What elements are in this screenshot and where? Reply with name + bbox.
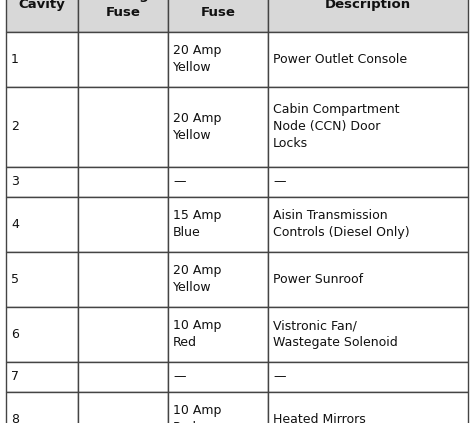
Bar	[268, 252, 468, 307]
Text: Vistronic Fan/
Wastegate Solenoid: Vistronic Fan/ Wastegate Solenoid	[273, 319, 398, 349]
Text: 20 Amp
Yellow: 20 Amp Yellow	[173, 44, 221, 74]
Bar	[168, 197, 268, 252]
Text: —: —	[273, 175, 285, 188]
Bar	[268, 0, 468, 31]
Text: 7: 7	[11, 370, 19, 383]
Bar	[268, 86, 468, 167]
Bar	[78, 167, 168, 197]
Bar	[268, 31, 468, 86]
Text: 20 Amp
Yellow: 20 Amp Yellow	[173, 112, 221, 142]
Bar	[78, 252, 168, 307]
Text: 6: 6	[11, 327, 19, 341]
Text: Description: Description	[325, 0, 411, 11]
Bar	[6, 167, 78, 197]
Bar	[168, 307, 268, 362]
Text: 1: 1	[11, 52, 19, 66]
Bar	[6, 86, 78, 167]
Text: 10 Amp
Red: 10 Amp Red	[173, 404, 221, 423]
Text: Cavity: Cavity	[18, 0, 65, 11]
Text: 4: 4	[11, 217, 19, 231]
Text: 8: 8	[11, 412, 19, 423]
Bar	[168, 0, 268, 31]
Bar	[6, 392, 78, 423]
Bar	[168, 392, 268, 423]
Bar	[6, 0, 78, 31]
Bar	[168, 167, 268, 197]
Bar	[78, 392, 168, 423]
Text: Power Outlet Console: Power Outlet Console	[273, 52, 407, 66]
Text: 2: 2	[11, 120, 19, 133]
Bar	[78, 362, 168, 392]
Bar	[6, 362, 78, 392]
Text: 10 Amp
Red: 10 Amp Red	[173, 319, 221, 349]
Bar	[168, 252, 268, 307]
Text: Cabin Compartment
Node (CCN) Door
Locks: Cabin Compartment Node (CCN) Door Locks	[273, 103, 400, 150]
Bar	[6, 197, 78, 252]
Bar	[268, 197, 468, 252]
Bar	[268, 392, 468, 423]
Bar	[6, 252, 78, 307]
Bar	[78, 0, 168, 31]
Bar	[78, 31, 168, 86]
Bar	[6, 307, 78, 362]
Bar	[168, 362, 268, 392]
Bar	[268, 167, 468, 197]
Text: Mini
Fuse: Mini Fuse	[201, 0, 236, 19]
Text: —: —	[273, 370, 285, 383]
Text: Aisin Transmission
Controls (Diesel Only): Aisin Transmission Controls (Diesel Only…	[273, 209, 410, 239]
Bar	[268, 307, 468, 362]
Text: —: —	[173, 370, 185, 383]
Bar	[168, 31, 268, 86]
Text: Heated Mirrors: Heated Mirrors	[273, 412, 366, 423]
Text: —: —	[173, 175, 185, 188]
Bar	[78, 197, 168, 252]
Text: 5: 5	[11, 272, 19, 286]
Text: Cartridge
Fuse: Cartridge Fuse	[88, 0, 158, 19]
Bar	[78, 86, 168, 167]
Bar	[168, 86, 268, 167]
Text: 20 Amp
Yellow: 20 Amp Yellow	[173, 264, 221, 294]
Bar	[78, 307, 168, 362]
Text: Power Sunroof: Power Sunroof	[273, 272, 363, 286]
Text: 15 Amp
Blue: 15 Amp Blue	[173, 209, 221, 239]
Bar	[268, 362, 468, 392]
Bar	[6, 31, 78, 86]
Text: 3: 3	[11, 175, 19, 188]
